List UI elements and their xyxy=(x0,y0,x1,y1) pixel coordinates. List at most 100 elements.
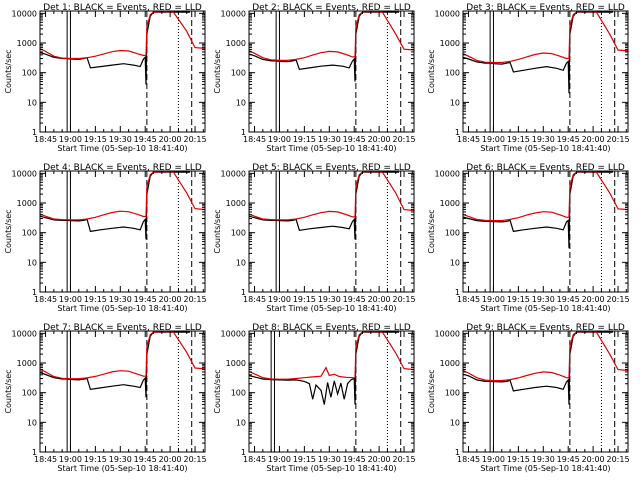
y-tick-label: 1 xyxy=(32,448,37,457)
series-line-lld xyxy=(248,330,415,380)
chart-title: Det 8: BLACK = Events, RED = LLD xyxy=(252,323,411,333)
x-axis-label: Start Time (05-Sep-10 18:41:40) xyxy=(480,464,610,473)
x-tick-label: 18:45 xyxy=(34,455,57,464)
x-tick-label: 19:00 xyxy=(59,135,82,144)
y-tick-label: 100 xyxy=(231,229,246,238)
x-tick-label: 18:45 xyxy=(457,135,480,144)
x-axis-label: Start Time (05-Sep-10 18:41:40) xyxy=(266,304,396,313)
x-tick-label: 20:15 xyxy=(393,135,416,144)
y-axis-label: Counts/sec xyxy=(213,209,222,253)
y-tick-label: 10 xyxy=(236,98,246,107)
y-axis-label: Counts/sec xyxy=(4,369,13,413)
x-tick-label: 20:15 xyxy=(393,295,416,304)
x-tick-label: 20:00 xyxy=(159,455,182,464)
series-line-events xyxy=(462,331,614,405)
y-tick-label: 10000 xyxy=(435,9,460,18)
chart-panel-4: 1 10 100 1000 10000 18:45 19:00 19:15 19:30 19:45… xyxy=(4,163,207,313)
y-tick-label: 10 xyxy=(450,258,460,267)
y-tick-label: 100 xyxy=(445,69,460,78)
y-tick-label: 10 xyxy=(236,418,246,427)
x-tick-label: 18:45 xyxy=(243,135,266,144)
y-axis-label: Counts/sec xyxy=(427,369,436,413)
x-tick-label: 19:30 xyxy=(318,455,341,464)
x-tick-label: 20:15 xyxy=(607,295,630,304)
y-tick-label: 10 xyxy=(27,258,37,267)
x-tick-label: 20:15 xyxy=(607,135,630,144)
series-line-events xyxy=(39,171,191,240)
y-tick-label: 1000 xyxy=(17,199,37,208)
chart-panel-8: 1 10 100 1000 10000 18:45 19:00 19:15 19:30 19:45… xyxy=(213,323,416,473)
series-line-lld xyxy=(39,330,206,380)
chart-panel-1: 1 10 100 1000 10000 18:45 19:00 19:15 19:30 19:45… xyxy=(4,3,207,153)
y-tick-label: 10000 xyxy=(221,329,246,338)
x-tick-label: 19:45 xyxy=(557,455,580,464)
x-tick-label: 19:30 xyxy=(109,455,132,464)
series-line-lld xyxy=(39,10,206,60)
chart-title: Det 5: BLACK = Events, RED = LLD xyxy=(252,163,411,173)
plot-frame xyxy=(248,330,415,453)
x-tick-label: 19:45 xyxy=(343,135,366,144)
y-tick-label: 100 xyxy=(22,69,37,78)
series-line-lld xyxy=(462,10,629,64)
y-tick-label: 1 xyxy=(32,128,37,137)
chart-panel-2: 1 10 100 1000 10000 18:45 19:00 19:15 19:30 19:45… xyxy=(213,3,416,153)
y-tick-label: 100 xyxy=(445,389,460,398)
x-tick-label: 19:30 xyxy=(109,135,132,144)
x-tick-label: 19:15 xyxy=(293,455,316,464)
chart-title: Det 4: BLACK = Events, RED = LLD xyxy=(43,163,202,173)
y-axis-label: Counts/sec xyxy=(213,369,222,413)
series-line-events xyxy=(39,11,191,85)
x-tick-label: 19:15 xyxy=(84,295,107,304)
y-tick-label: 1000 xyxy=(440,199,460,208)
y-tick-label: 10000 xyxy=(221,9,246,18)
x-tick-label: 20:00 xyxy=(368,295,391,304)
x-tick-label: 19:45 xyxy=(557,295,580,304)
chart-title: Det 2: BLACK = Events, RED = LLD xyxy=(252,3,411,13)
x-tick-label: 19:00 xyxy=(268,455,291,464)
x-tick-label: 20:15 xyxy=(184,295,207,304)
series-line-events xyxy=(39,331,191,398)
x-axis-label: Start Time (05-Sep-10 18:41:40) xyxy=(57,144,187,153)
y-tick-label: 1 xyxy=(241,448,246,457)
y-tick-label: 1 xyxy=(455,288,460,297)
plot-frame xyxy=(39,170,206,293)
y-tick-label: 10000 xyxy=(12,169,37,178)
chart-panel-5: 1 10 100 1000 10000 18:45 19:00 19:15 19:30 19:45… xyxy=(213,163,416,313)
series-line-events xyxy=(248,171,400,240)
y-tick-label: 100 xyxy=(22,389,37,398)
y-tick-label: 10000 xyxy=(12,9,37,18)
y-tick-label: 10000 xyxy=(435,169,460,178)
x-tick-label: 19:15 xyxy=(293,135,316,144)
chart-title: Det 7: BLACK = Events, RED = LLD xyxy=(43,323,202,333)
y-tick-label: 1 xyxy=(32,288,37,297)
y-axis-label: Counts/sec xyxy=(4,209,13,253)
x-tick-label: 18:45 xyxy=(34,295,57,304)
chart-panel-9: 1 10 100 1000 10000 18:45 19:00 19:15 19:30 19:45… xyxy=(427,323,630,473)
x-axis-label: Start Time (05-Sep-10 18:41:40) xyxy=(480,304,610,313)
chart-title: Det 1: BLACK = Events, RED = LLD xyxy=(43,3,202,13)
x-tick-label: 19:00 xyxy=(268,135,291,144)
x-tick-label: 20:00 xyxy=(582,455,605,464)
y-axis-label: Counts/sec xyxy=(4,49,13,93)
x-tick-label: 19:45 xyxy=(134,295,157,304)
x-tick-label: 19:00 xyxy=(59,455,82,464)
x-axis-label: Start Time (05-Sep-10 18:41:40) xyxy=(57,464,187,473)
x-tick-label: 19:30 xyxy=(318,135,341,144)
plot-frame xyxy=(39,330,206,453)
x-tick-label: 19:00 xyxy=(482,455,505,464)
x-axis-label: Start Time (05-Sep-10 18:41:40) xyxy=(480,144,610,153)
chart-title: Det 6: BLACK = Events, RED = LLD xyxy=(466,163,625,173)
x-tick-label: 20:00 xyxy=(582,135,605,144)
x-tick-label: 19:30 xyxy=(318,295,341,304)
series-line-lld xyxy=(248,170,415,221)
x-tick-label: 19:45 xyxy=(134,135,157,144)
y-tick-label: 1000 xyxy=(17,39,37,48)
x-tick-label: 20:15 xyxy=(393,455,416,464)
y-tick-label: 100 xyxy=(231,389,246,398)
plot-frame xyxy=(462,330,629,453)
y-tick-label: 10 xyxy=(27,418,37,427)
plot-frame xyxy=(248,170,415,293)
series-line-events xyxy=(462,11,614,94)
x-tick-label: 19:45 xyxy=(343,295,366,304)
